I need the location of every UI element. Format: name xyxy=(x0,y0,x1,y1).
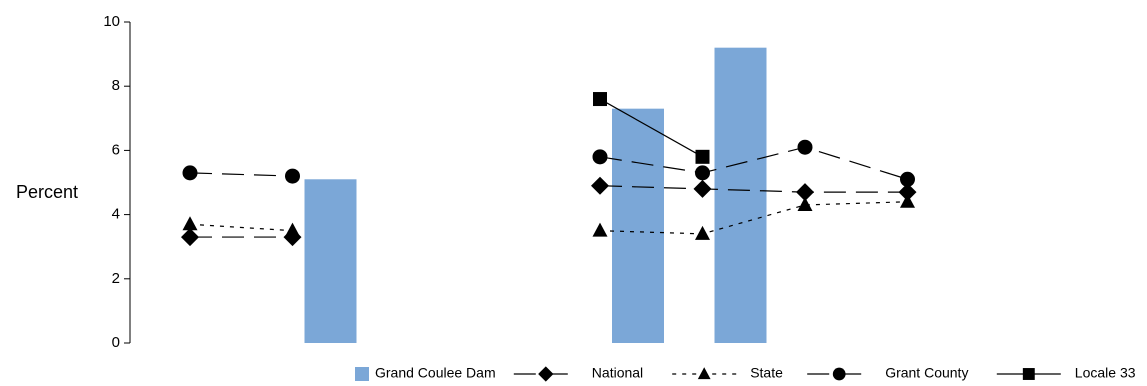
y-tick-label: 6 xyxy=(112,141,120,158)
marker-circle xyxy=(832,367,846,381)
legend-label: State xyxy=(750,365,783,381)
marker-circle xyxy=(285,168,300,184)
legend-label: National xyxy=(592,365,643,381)
marker-triangle xyxy=(592,222,608,237)
marker-square xyxy=(1022,368,1035,380)
legend-label: Grand Coulee Dam xyxy=(375,365,496,381)
bar xyxy=(714,47,767,344)
y-tick-label: 8 xyxy=(112,77,120,94)
marker-circle xyxy=(592,149,608,165)
marker-circle xyxy=(900,171,915,187)
series-line xyxy=(599,185,908,193)
marker-circle xyxy=(797,139,813,155)
legend-label: Grant County xyxy=(885,365,968,381)
series-line xyxy=(189,223,293,232)
legend-swatch xyxy=(355,367,369,381)
series-line xyxy=(599,146,908,180)
marker-square xyxy=(593,92,607,107)
marker-diamond xyxy=(898,183,917,202)
y-tick-label: 10 xyxy=(103,13,120,30)
series-markers xyxy=(181,92,917,247)
marker-diamond xyxy=(693,179,712,198)
series-lines xyxy=(189,98,908,238)
series-line xyxy=(599,98,703,158)
legend-label: Locale 33 xyxy=(1075,365,1136,381)
series-line xyxy=(599,201,908,235)
marker-triangle xyxy=(695,225,710,240)
bar xyxy=(612,108,664,343)
y-tick-label: 0 xyxy=(112,334,120,351)
series-line xyxy=(189,172,293,177)
bars xyxy=(304,47,767,344)
y-axis: 0 2 4 6 8 10 xyxy=(103,13,131,351)
marker-diamond xyxy=(181,228,199,247)
marker-square xyxy=(695,149,710,164)
y-tick-label: 4 xyxy=(112,206,120,223)
bar xyxy=(304,179,357,343)
marker-circle xyxy=(695,165,710,181)
legend: Grand Coulee Dam National State Grant Count… xyxy=(355,365,1136,382)
marker-diamond xyxy=(538,366,554,382)
marker-triangle xyxy=(900,193,915,208)
marker-triangle xyxy=(797,196,813,211)
marker-diamond xyxy=(796,183,814,202)
marker-triangle xyxy=(285,222,300,237)
y-tick-label: 2 xyxy=(112,270,120,287)
marker-diamond xyxy=(591,176,609,195)
y-axis-title: Percent xyxy=(16,182,78,202)
marker-triangle xyxy=(182,216,198,231)
marker-triangle xyxy=(697,367,711,380)
marker-circle xyxy=(182,165,198,181)
